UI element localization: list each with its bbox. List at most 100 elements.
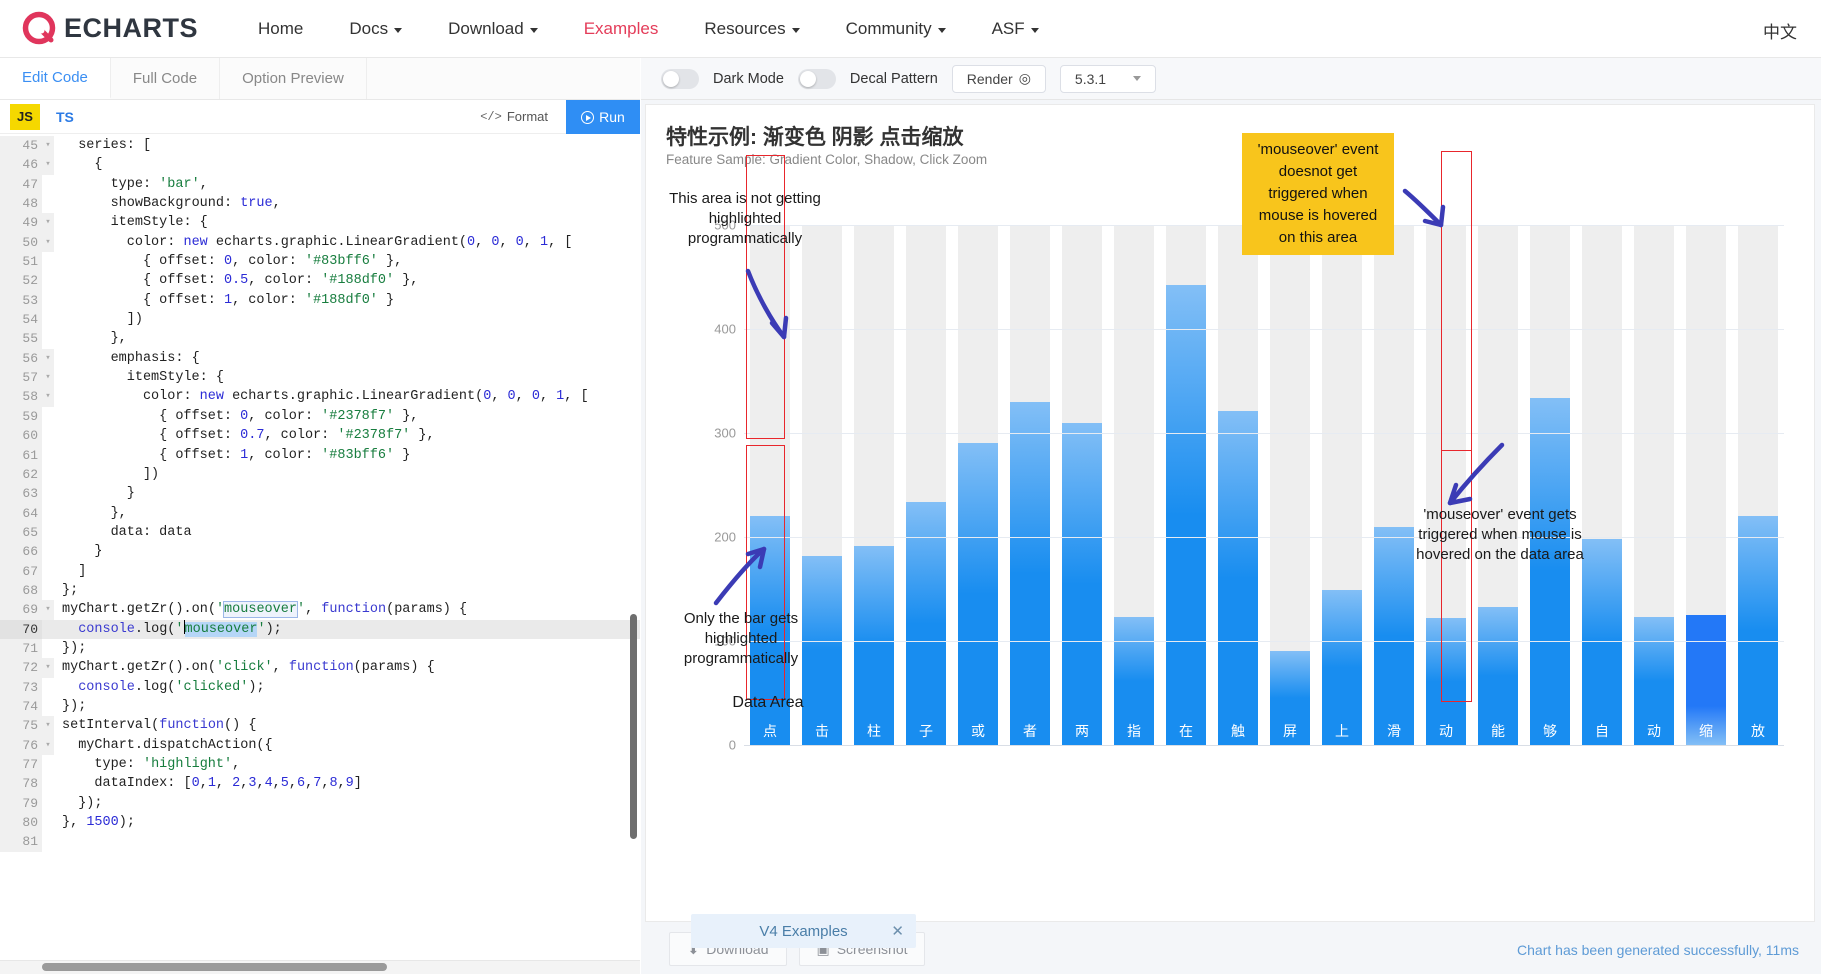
echarts-logo[interactable]: ECHARTS (22, 11, 198, 47)
bar-slot[interactable]: 击 (796, 225, 848, 745)
bar[interactable] (1686, 615, 1726, 745)
fold-arrow-icon[interactable]: ▾ (42, 735, 54, 755)
y-axis-tick-label: 500 (714, 217, 736, 233)
bar[interactable] (802, 555, 842, 745)
fold-arrow-icon[interactable]: ▾ (42, 136, 54, 156)
tab-option-preview[interactable]: Option Preview (220, 58, 367, 99)
bar[interactable] (1634, 617, 1674, 745)
line-number: 59 (0, 406, 42, 427)
bar-slot[interactable]: 柱 (848, 225, 900, 745)
bar[interactable] (1530, 397, 1570, 745)
code-text: }); (78, 795, 103, 811)
nav-item-download[interactable]: Download (448, 19, 538, 39)
nav-item-home[interactable]: Home (258, 19, 303, 39)
bar-slot[interactable]: 者 (1004, 225, 1056, 745)
bar[interactable] (958, 443, 998, 745)
bar[interactable] (1062, 422, 1102, 745)
line-number: 53 (0, 290, 42, 311)
fold-arrow-icon[interactable]: ▾ (42, 232, 54, 253)
bar-slot[interactable]: 自 (1576, 225, 1628, 745)
fold-arrow-icon[interactable]: ▾ (42, 600, 54, 620)
decal-pattern-toggle[interactable] (797, 68, 836, 89)
chevron-down-icon (529, 27, 538, 33)
bar-slot[interactable]: 触 (1212, 225, 1264, 745)
bar[interactable] (854, 546, 894, 745)
line-number: 64 (0, 503, 42, 523)
lang-toggle-js[interactable]: JS (10, 103, 40, 130)
v4-examples-toast[interactable]: V4 Examples ✕ (691, 914, 916, 948)
code-text: itemStyle: { (110, 215, 208, 231)
nav-item-resources[interactable]: Resources (704, 19, 800, 39)
fold-arrow-icon[interactable]: ▾ (42, 387, 54, 407)
run-button[interactable]: Run (566, 100, 640, 134)
bar-slot[interactable]: 屏 (1264, 225, 1316, 745)
fold-arrow-icon[interactable]: ▾ (42, 716, 54, 736)
bar-slot[interactable]: 或 (952, 225, 1004, 745)
fold-arrow-icon[interactable]: ▾ (42, 155, 54, 175)
bar[interactable] (1374, 526, 1414, 745)
code-line: 46 ▾ { (0, 155, 640, 175)
bar[interactable] (1218, 411, 1258, 745)
bar[interactable] (1478, 606, 1518, 745)
bar[interactable] (1426, 618, 1466, 745)
fold-arrow-icon[interactable]: ▾ (42, 368, 54, 388)
decal-pattern-label: Decal Pattern (849, 70, 938, 87)
dark-mode-label: Dark Mode (713, 70, 784, 87)
arrow-mouseover-triggered (1447, 442, 1505, 506)
chart-preview[interactable]: 特性示例: 渐变色 阴影 点击缩放 Feature Sample: Gradie… (645, 104, 1815, 922)
code-line: 68}; (0, 580, 640, 601)
bar[interactable] (1114, 617, 1154, 745)
bar-slot[interactable]: 能 (1472, 225, 1524, 745)
version-select[interactable]: 5.3.1 (1059, 64, 1156, 93)
language-toggle[interactable]: 中文 (1763, 23, 1797, 42)
bar[interactable] (1270, 651, 1310, 745)
fold-arrow-icon[interactable]: ▾ (42, 348, 54, 369)
vertical-scrollbar[interactable] (630, 614, 637, 839)
nav-item-asf[interactable]: ASF (992, 19, 1039, 39)
chart-title: 特性示例: 渐变色 阴影 点击缩放 (666, 126, 964, 149)
nav-item-label: Home (258, 18, 304, 38)
annotation-box-not-highlighted (746, 155, 785, 439)
dark-mode-toggle[interactable] (661, 68, 699, 89)
bar-slot[interactable]: 两 (1056, 225, 1108, 745)
x-axis-line (744, 745, 1784, 746)
bar[interactable] (1582, 539, 1622, 745)
bar-slot[interactable]: 指 (1108, 225, 1160, 745)
bar[interactable] (906, 501, 946, 745)
bar-slot[interactable]: 动 (1420, 225, 1472, 745)
chart-plot-area[interactable]: 点 击 柱 子 或 者 两 指 在 触 屏 上 滑 动 能 够 自 动 缩 放 0 100 200 300 400 500 (714, 218, 1784, 753)
bar-series[interactable]: 点击柱子或者两指在触屏上滑动能够自动缩放 (744, 225, 1784, 745)
bar-slot[interactable]: 在 (1160, 225, 1212, 745)
code-editor-area[interactable]: 45 ▾ series: [46 ▾{47 type: 'bar', 48 showBack… (0, 134, 640, 974)
code-line: 51 { offset: 0, color: '#83bff6' }, (0, 252, 640, 272)
nav-item-docs[interactable]: Docs (349, 19, 403, 39)
tab-edit-code[interactable]: Edit Code (0, 58, 111, 99)
bar-slot[interactable]: 够 (1524, 225, 1576, 745)
nav-item-examples[interactable]: Examples (584, 19, 659, 39)
bar-slot[interactable]: 滑 (1368, 225, 1420, 745)
code-line: 60 { offset: 0.7, color: '#2378f7' }, (0, 426, 640, 446)
bar-slot[interactable]: 动 (1628, 225, 1680, 745)
bar-slot[interactable]: 放 (1732, 225, 1784, 745)
bar-slot[interactable]: 子 (900, 225, 952, 745)
close-icon[interactable]: ✕ (891, 923, 904, 940)
horizontal-scrollbar-track[interactable] (0, 960, 640, 974)
bar[interactable] (1738, 516, 1778, 745)
tab-full-code[interactable]: Full Code (111, 58, 221, 99)
bar-slot[interactable]: 上 (1316, 225, 1368, 745)
bar[interactable] (1010, 401, 1050, 745)
format-button[interactable]: </> Format (480, 109, 548, 124)
nav-item-community[interactable]: Community (846, 19, 946, 39)
echarts-logo-icon (22, 11, 58, 47)
horizontal-scrollbar[interactable] (42, 963, 387, 971)
lang-toggle-ts[interactable]: TS (56, 108, 74, 125)
bar-slot[interactable]: 缩 (1680, 225, 1732, 745)
bar[interactable] (1322, 590, 1362, 745)
x-axis-tick-label: 放 (1751, 724, 1765, 740)
bar[interactable] (1166, 285, 1206, 745)
annotation-mouseover-triggered: 'mouseover' event gets triggered when mo… (1416, 506, 1584, 563)
line-number: 79 (0, 793, 42, 814)
render-button[interactable]: Render ◎ (951, 64, 1046, 93)
fold-arrow-icon[interactable]: ▾ (42, 213, 54, 233)
fold-arrow-icon[interactable]: ▾ (42, 658, 54, 678)
